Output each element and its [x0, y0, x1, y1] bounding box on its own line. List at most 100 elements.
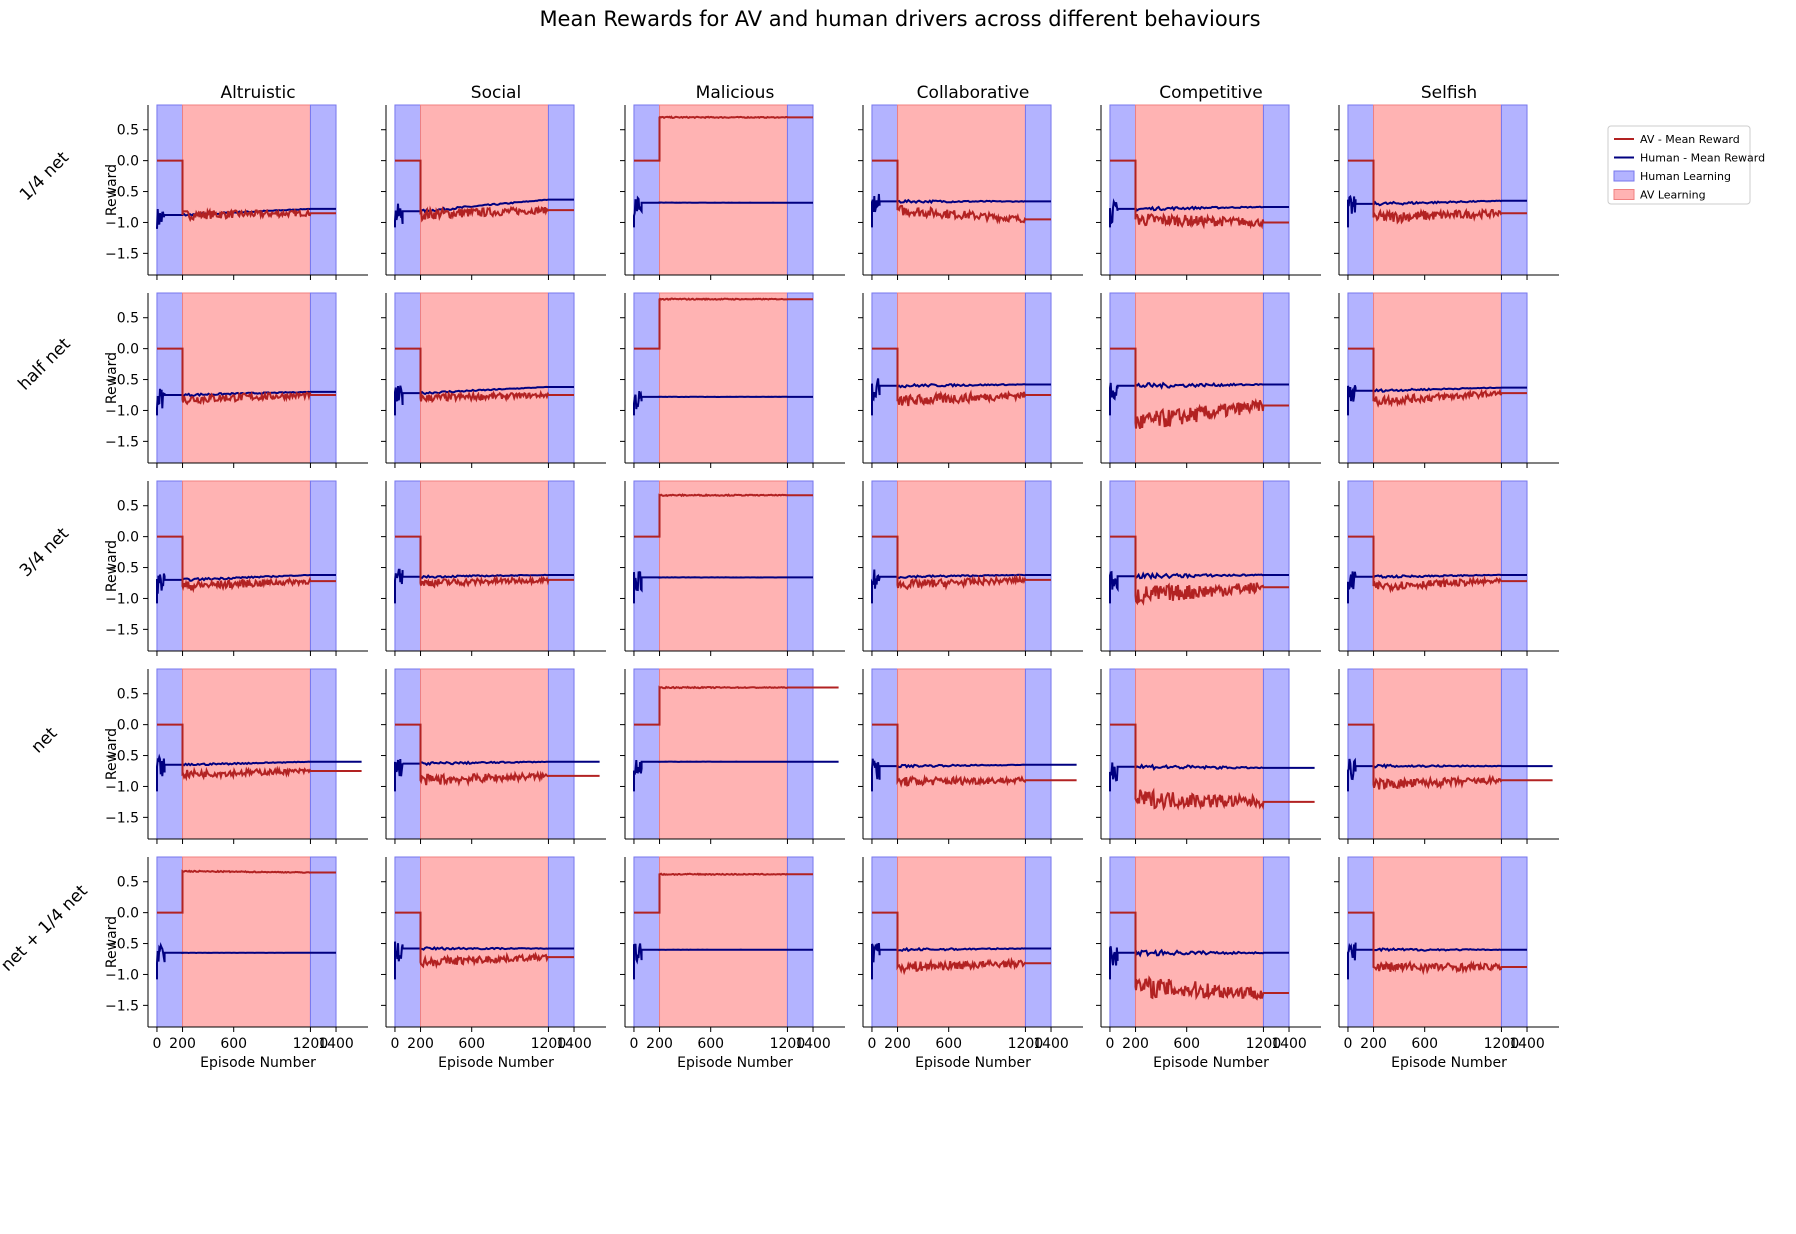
x-tick-label: 1400 — [1033, 1036, 1069, 1052]
av-mean-reward-line — [395, 159, 574, 223]
y-tick-label: 0.0 — [117, 906, 139, 922]
human-mean-reward-line — [156, 573, 336, 604]
av-mean-reward-line — [157, 347, 336, 406]
y-tick-label: 0.0 — [117, 530, 139, 546]
x-tick-label: 1200 — [770, 1036, 806, 1052]
human-learning-region — [1024, 480, 1052, 652]
human-learning-region — [1024, 668, 1052, 840]
av-mean-reward-line — [1348, 723, 1553, 790]
human-mean-reward-line — [156, 753, 362, 792]
x-tick-label: 0 — [629, 1036, 638, 1052]
av-mean-reward-line — [1110, 723, 1315, 812]
human-learning-region — [156, 292, 184, 464]
y-tick-label: −0.5 — [105, 937, 139, 953]
human-learning-region — [1500, 668, 1528, 840]
av-mean-reward-line — [872, 347, 1051, 407]
subplot — [1334, 480, 1559, 656]
human-mean-reward-line — [871, 943, 1051, 980]
human-mean-reward-line — [1347, 385, 1527, 416]
y-tick-label: 0.5 — [117, 499, 139, 515]
av-learning-region — [659, 292, 788, 464]
av-mean-reward-line — [1348, 159, 1527, 225]
av-learning-region — [1373, 104, 1502, 276]
subplot — [1096, 104, 1321, 280]
human-learning-region — [309, 292, 337, 464]
y-tick-label: −1.5 — [105, 434, 139, 450]
human-learning-region — [871, 104, 899, 276]
av-mean-reward-line — [1110, 911, 1289, 1001]
human-learning-region — [1262, 480, 1290, 652]
human-learning-region — [1500, 104, 1528, 276]
subplot — [1096, 480, 1321, 656]
x-tick-label: 600 — [220, 1036, 247, 1052]
x-tick-label: 1400 — [795, 1036, 831, 1052]
x-axis-label: Episode Number — [200, 1055, 316, 1071]
human-learning-region — [633, 292, 661, 464]
x-tick-label: 1200 — [293, 1036, 329, 1052]
human-learning-region — [394, 668, 422, 840]
av-learning-region — [1373, 856, 1502, 1028]
subplot — [1096, 668, 1321, 844]
av-mean-reward-line — [634, 872, 813, 914]
human-mean-reward-line — [156, 942, 336, 980]
human-learning-region — [871, 856, 899, 1028]
subplot — [1334, 292, 1559, 468]
y-tick-label: 0.0 — [117, 342, 139, 358]
row-label: net — [28, 723, 62, 757]
y-tick-label: 0.5 — [117, 123, 139, 139]
x-tick-label: 600 — [1173, 1036, 1200, 1052]
y-tick-label: −1.5 — [105, 998, 139, 1014]
human-learning-region — [786, 668, 814, 840]
human-learning-region — [1500, 856, 1528, 1028]
legend-entry: AV Learning — [1640, 189, 1706, 202]
human-learning-region — [633, 104, 661, 276]
human-learning-region — [394, 480, 422, 652]
y-tick-label: −1.5 — [105, 622, 139, 638]
subplot — [620, 104, 845, 280]
av-learning-region — [182, 104, 311, 276]
human-learning-region — [1500, 480, 1528, 652]
av-learning-region — [182, 856, 311, 1028]
human-mean-reward-line — [1347, 194, 1527, 228]
x-tick-label: 200 — [1360, 1036, 1387, 1052]
legend-box — [1607, 125, 1751, 205]
y-tick-label: −0.5 — [105, 373, 139, 389]
y-axis-label: Reward — [104, 728, 120, 780]
human-learning-region — [633, 480, 661, 652]
human-mean-reward-line — [1347, 757, 1553, 792]
subplot — [381, 104, 606, 280]
x-tick-label: 0 — [1105, 1036, 1114, 1052]
x-tick-label: 1200 — [1008, 1036, 1044, 1052]
human-learning-region — [309, 856, 337, 1028]
y-tick-label: −1.0 — [105, 215, 139, 231]
av-learning-region — [659, 104, 788, 276]
av-learning-region — [420, 480, 549, 652]
subplot — [1334, 104, 1559, 280]
av-learning-region — [420, 856, 549, 1028]
x-tick-label: 1400 — [1509, 1036, 1545, 1052]
y-tick-label: −0.5 — [105, 561, 139, 577]
human-learning-region — [156, 480, 184, 652]
y-tick-label: 0.5 — [117, 875, 139, 891]
human-learning-region — [1262, 104, 1290, 276]
row-label: 3/4 net — [16, 524, 73, 581]
human-learning-region — [1109, 856, 1137, 1028]
y-tick-label: 0.5 — [117, 311, 139, 327]
human-learning-region — [633, 856, 661, 1028]
av-learning-region — [1135, 668, 1264, 840]
av-learning-region — [182, 292, 311, 464]
av-mean-reward-line — [1348, 347, 1527, 408]
x-tick-label: 200 — [646, 1036, 673, 1052]
column-title: Competitive — [1159, 83, 1262, 103]
x-tick-label: 600 — [1411, 1036, 1438, 1052]
x-tick-label: 200 — [407, 1036, 434, 1052]
human-learning-region — [1347, 668, 1375, 840]
column-title: Collaborative — [917, 83, 1030, 103]
human-learning-region — [1024, 104, 1052, 276]
human-mean-reward-line — [1109, 198, 1289, 228]
human-learning-region — [1262, 292, 1290, 464]
y-tick-label: 0.5 — [117, 687, 139, 703]
